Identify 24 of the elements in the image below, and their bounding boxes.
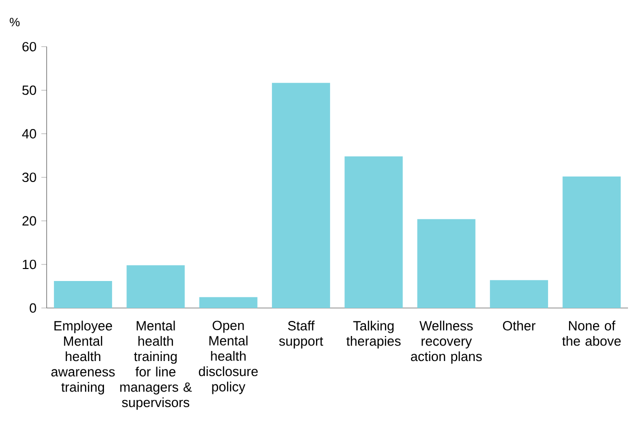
bar (54, 280, 112, 308)
y-tick-label: 30 (22, 172, 36, 182)
x-tick-label: Talking therapies (346, 320, 401, 348)
x-tick-label: Other (502, 320, 536, 330)
y-tick-label: 40 (22, 129, 36, 138)
y-tick-label: 60 (22, 42, 36, 52)
bar (562, 176, 621, 308)
bar (126, 265, 185, 308)
y-tick-label: 10 (22, 260, 36, 270)
x-tick-label: None of the above (562, 320, 621, 346)
x-tick-label: Mental health training for line managers & supervisors (120, 320, 192, 410)
x-tick-label: Staff support (279, 320, 324, 348)
bar (490, 280, 548, 308)
y-tick-label: 20 (22, 216, 36, 226)
x-tick-label: Open Mental health disclosure policy (198, 320, 258, 394)
y-axis-title: % (10, 18, 20, 26)
y-tick-label: 50 (22, 86, 36, 95)
bar (344, 156, 403, 308)
bar (272, 82, 330, 308)
x-tick-label: Wellness recovery action plans (410, 320, 482, 364)
bar (417, 219, 476, 308)
x-tick-label: Employee Mental health awareness training (51, 320, 115, 394)
bar (199, 297, 258, 308)
y-tick-label: 0 (30, 303, 36, 313)
